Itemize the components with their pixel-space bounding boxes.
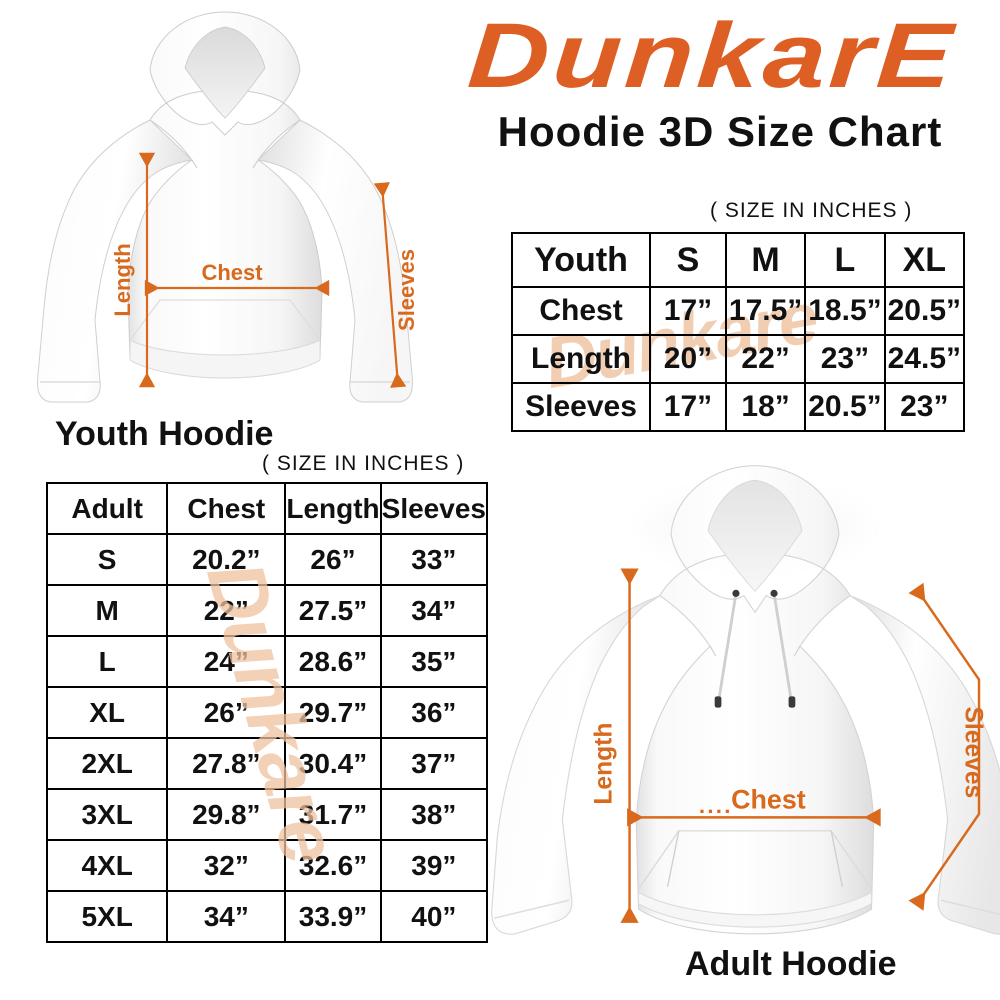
svg-text:Chest: Chest — [731, 784, 806, 814]
svg-text:....: .... — [699, 793, 733, 818]
svg-text:Sleeves: Sleeves — [960, 707, 987, 799]
svg-text:Chest: Chest — [201, 260, 263, 285]
svg-text:DunkarE: DunkarE — [465, 4, 960, 107]
svg-text:Length: Length — [110, 243, 135, 316]
svg-text:Length: Length — [591, 723, 618, 805]
svg-text:Sleeves: Sleeves — [394, 249, 419, 331]
